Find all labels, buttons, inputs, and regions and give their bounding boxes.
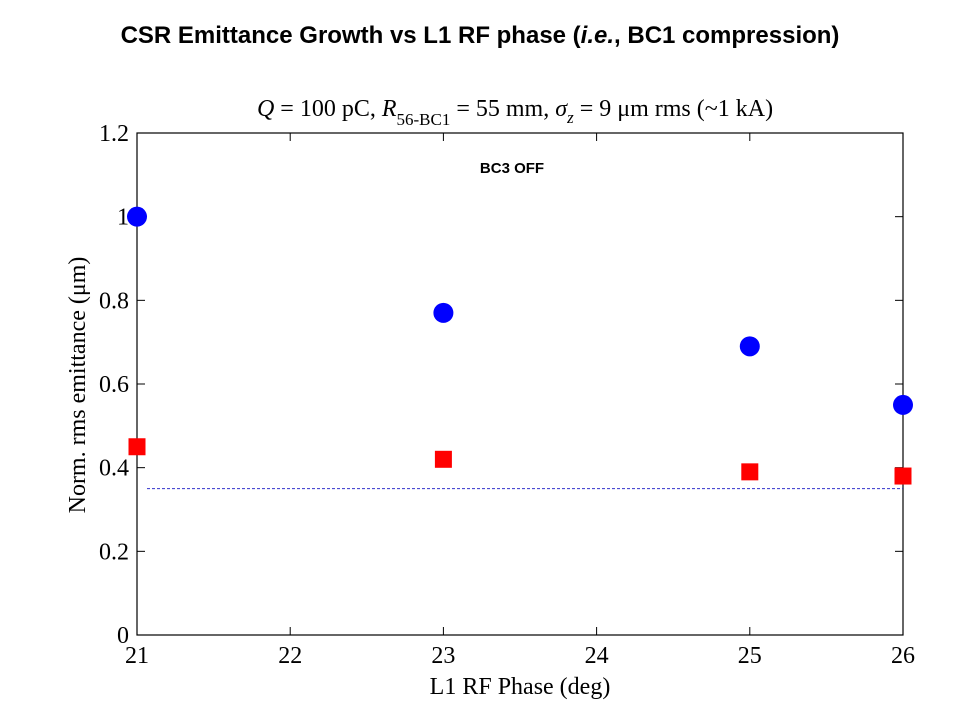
plot-frame [136, 132, 904, 636]
y-tick-label: 0 [117, 623, 129, 649]
chart-title-q: Q [257, 96, 274, 122]
data-point-square [894, 467, 912, 485]
y-tick-label: 0.6 [99, 372, 129, 398]
y-axis-label: Norm. rms emittance (μm) [65, 257, 91, 514]
y-tick-label: 0.2 [99, 539, 129, 565]
slide-title-ie: i.e. [580, 22, 615, 49]
chart-title-r: R [381, 96, 397, 122]
annotation-bc3-off: BC3 OFF [480, 160, 544, 177]
chart-title: Q = 100 pC, R56-BC1 = 55 mm, σz = 9 μm r… [257, 96, 773, 129]
slide-title-suffix: , BC1 compression) [614, 22, 840, 49]
data-point-square [434, 450, 452, 468]
chart-title-q-text: = 100 pC, [274, 96, 382, 122]
chart-title-mid: = 55 mm, [450, 96, 555, 122]
x-tick-label: 25 [738, 643, 762, 669]
x-tick-label: 23 [431, 643, 455, 669]
data-point-circle [893, 394, 913, 415]
x-tick-label: 21 [125, 643, 149, 669]
data-point-circle [127, 206, 147, 227]
slide-title-prefix: CSR Emittance Growth vs L1 RF phase ( [120, 22, 581, 49]
data-point-square [741, 463, 759, 481]
x-tick-label: 22 [278, 643, 302, 669]
y-tick-label: 1 [117, 205, 129, 231]
x-axis-label: L1 RF Phase (deg) [430, 674, 611, 700]
chart-title-sigma: σ [555, 96, 568, 122]
x-tick-label: 26 [891, 643, 915, 669]
chart-title-r-sub: 56-BC1 [397, 110, 451, 129]
slide-title: CSR Emittance Growth vs L1 RF phase (i.e… [0, 22, 960, 50]
data-point-square [128, 438, 146, 456]
y-tick-label: 1.2 [99, 121, 129, 147]
y-tick-label: 0.8 [99, 288, 129, 314]
y-tick-label: 0.4 [99, 456, 129, 482]
chart-title-sigma-sub: z [566, 108, 574, 127]
x-tick-label: 24 [585, 643, 609, 669]
chart-title-end: = 9 μm rms (~1 kA) [574, 96, 773, 122]
data-point-circle [739, 336, 760, 357]
data-point-circle [433, 302, 454, 323]
